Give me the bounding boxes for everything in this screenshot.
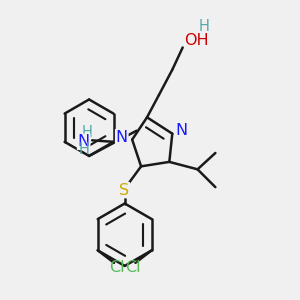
Text: N: N [116,130,128,145]
Text: N: N [176,123,188,138]
Text: N: N [78,134,90,149]
Text: Cl: Cl [109,260,125,275]
Text: OH: OH [184,32,209,47]
Text: Cl: Cl [124,260,140,275]
Text: S: S [119,183,129,198]
Text: H: H [198,19,209,34]
Text: H: H [81,125,92,140]
Text: H: H [78,142,89,158]
